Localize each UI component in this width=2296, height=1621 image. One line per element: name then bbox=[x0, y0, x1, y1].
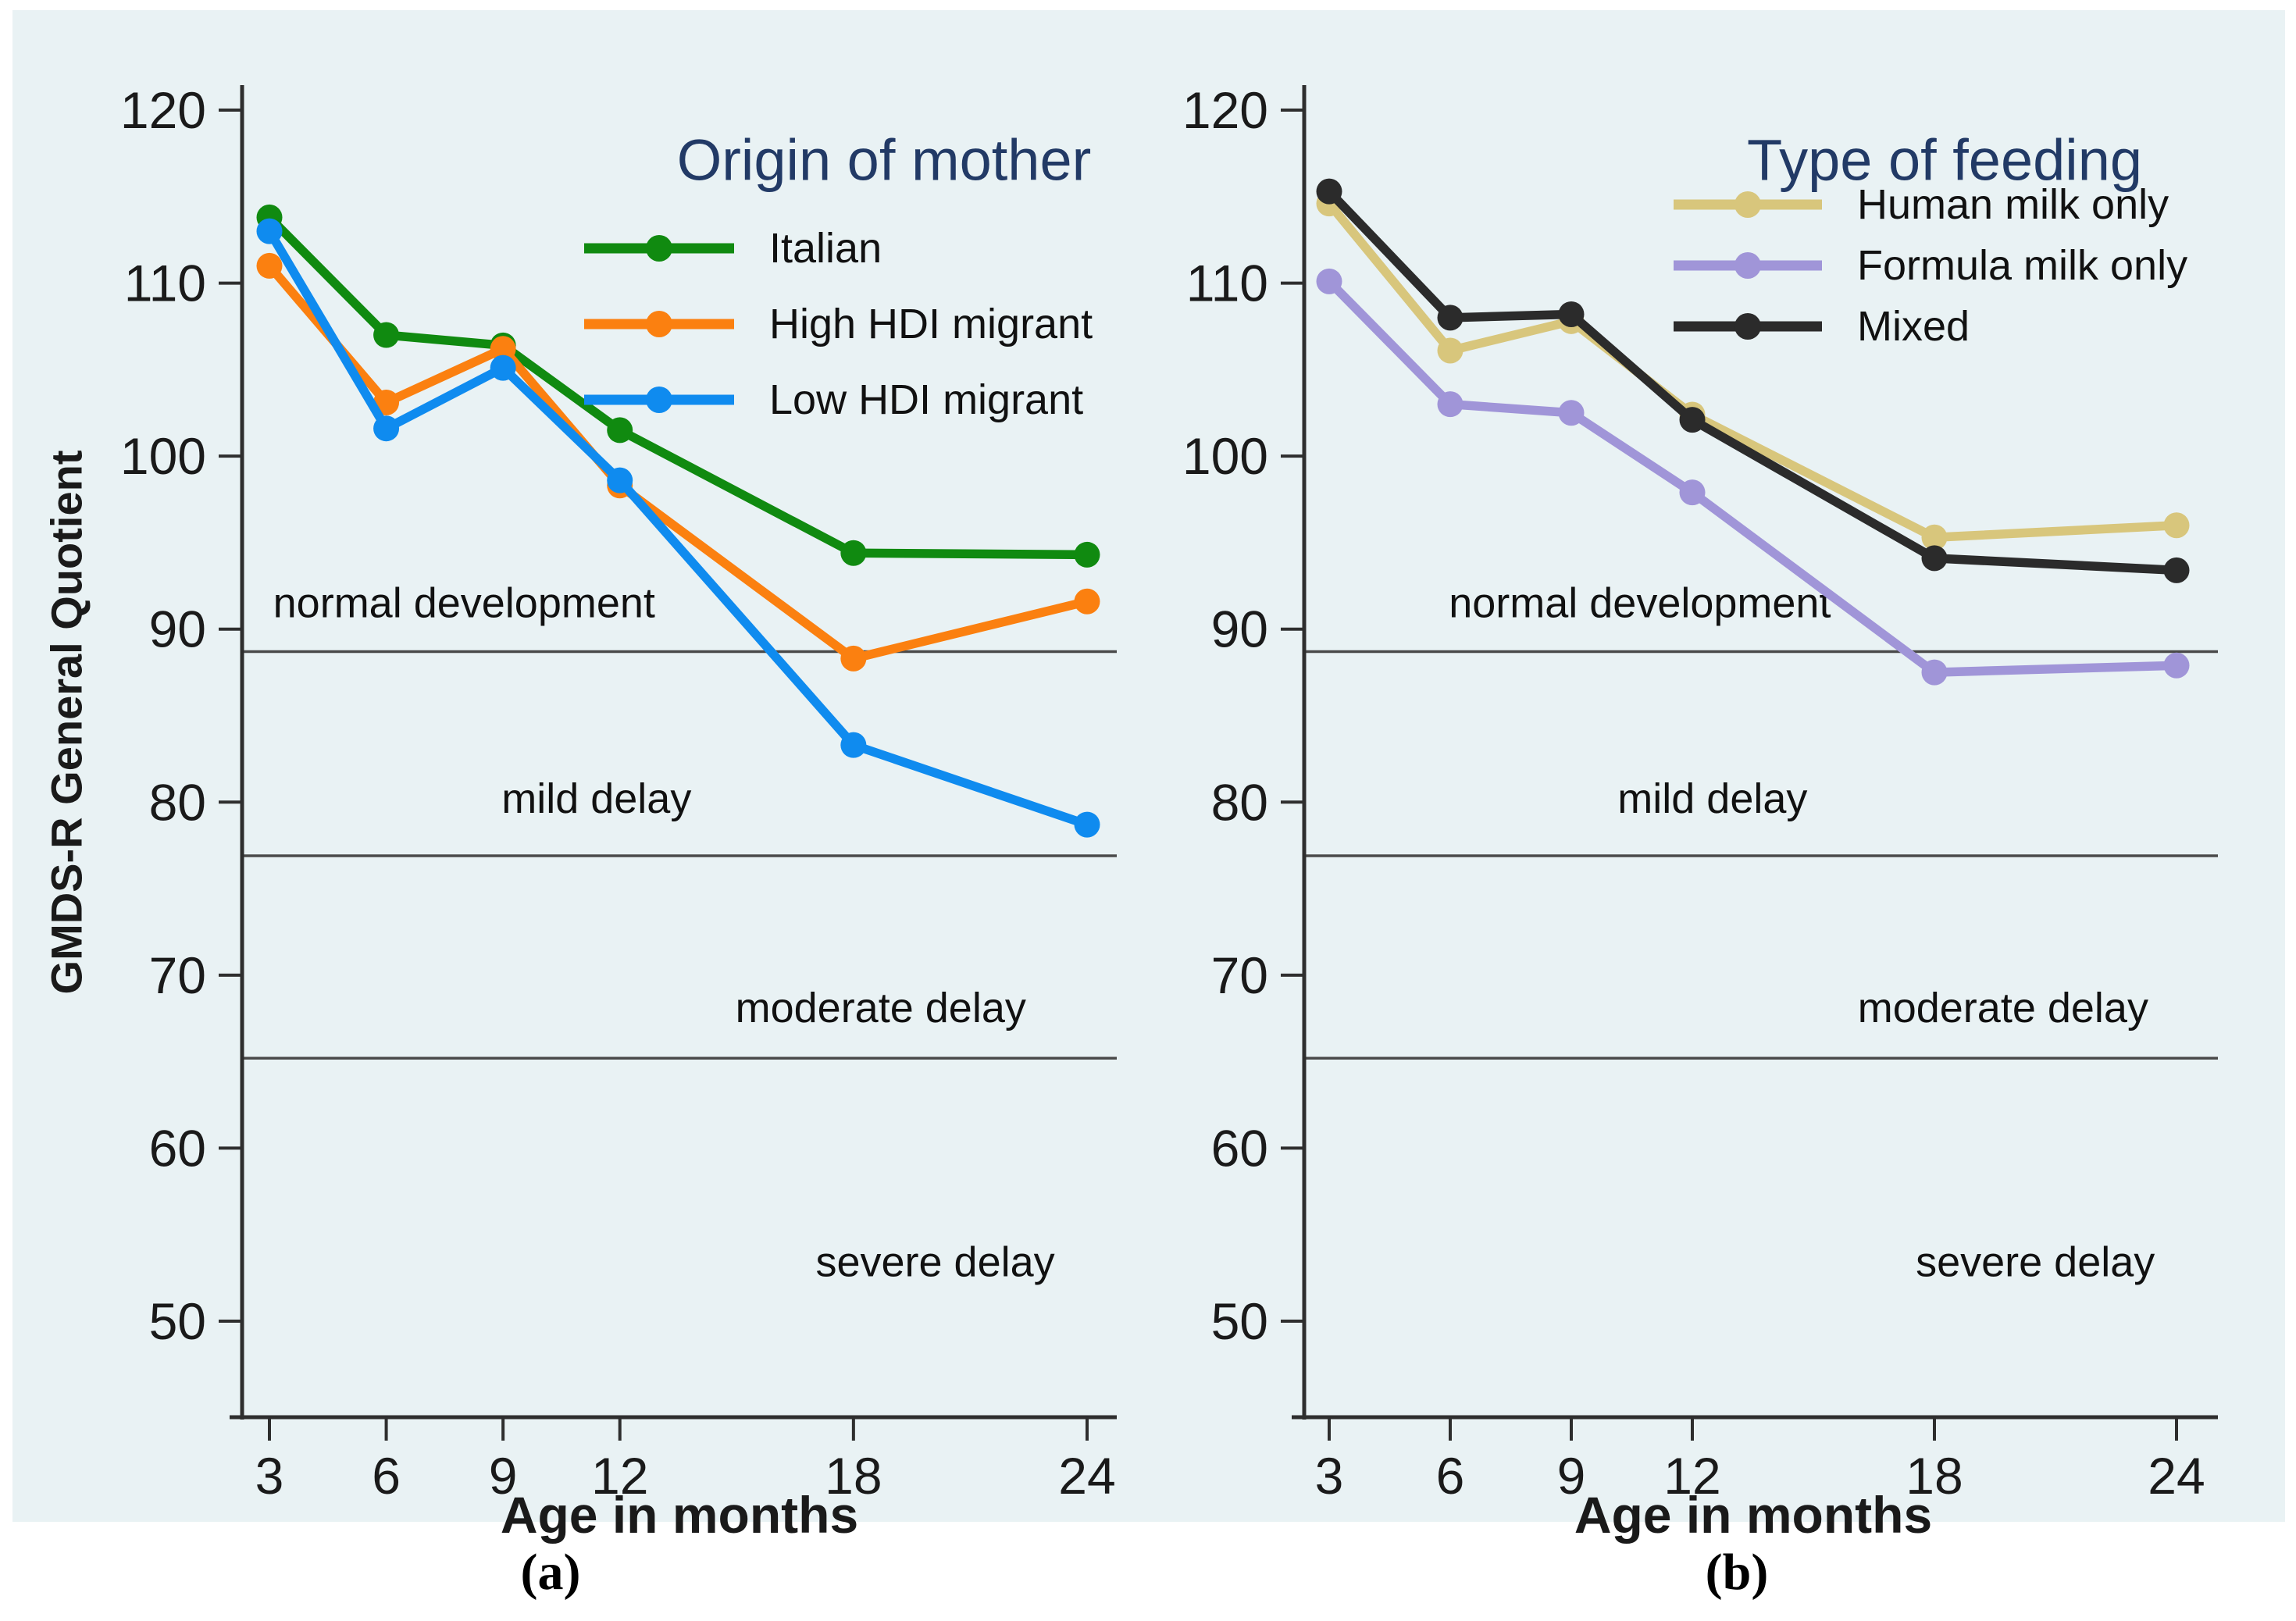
x-axis-label-a: Age in months bbox=[501, 1486, 858, 1544]
panel-a-caption: (a) bbox=[520, 1544, 581, 1601]
y-tick-label: 120 bbox=[1182, 81, 1268, 139]
y-tick-label: 90 bbox=[1211, 600, 1268, 658]
data-point-italian-12 bbox=[607, 417, 633, 444]
data-point-low-hdi-migrant-9 bbox=[490, 354, 516, 381]
data-point-low-hdi-migrant-18 bbox=[840, 732, 867, 758]
data-point-italian-18 bbox=[840, 540, 867, 566]
data-point-mixed-18 bbox=[1921, 545, 1948, 572]
legend-swatch-marker-formula-milk-only bbox=[1734, 252, 1761, 279]
y-tick-label: 100 bbox=[120, 427, 206, 485]
legend-swatch-marker-low-hdi-migrant bbox=[646, 387, 672, 413]
series-line-italian bbox=[265, 212, 1092, 560]
data-point-mixed-6 bbox=[1437, 305, 1464, 331]
y-tick-label: 120 bbox=[120, 81, 206, 139]
data-point-human-milk-only-6 bbox=[1437, 337, 1464, 364]
data-point-low-hdi-migrant-3 bbox=[256, 218, 283, 244]
y-tick-label: 90 bbox=[149, 600, 206, 658]
y-tick-label: 50 bbox=[1211, 1292, 1268, 1350]
legend-swatch-marker-mixed bbox=[1734, 313, 1761, 340]
zone-label-moderate-delay: moderate delay bbox=[736, 985, 1026, 1031]
legend-label-low-hdi-migrant: Low HDI migrant bbox=[769, 376, 1083, 423]
y-tick-label: 80 bbox=[149, 773, 206, 831]
legend-label-human-milk-only: Human milk only bbox=[1857, 181, 2169, 228]
x-tick-label: 9 bbox=[489, 1447, 518, 1505]
panel-b-caption: (b) bbox=[1705, 1544, 1769, 1601]
data-point-formula-milk-only-9 bbox=[1558, 400, 1585, 426]
zone-label-normal-development: normal development bbox=[273, 579, 655, 626]
data-point-mixed-12 bbox=[1679, 407, 1706, 433]
legend-title-b: Type of feeding bbox=[1747, 128, 2142, 193]
legend-label-italian: Italian bbox=[769, 225, 882, 272]
plot-background bbox=[12, 10, 2285, 1522]
y-tick-label: 70 bbox=[149, 946, 206, 1004]
x-tick-label: 3 bbox=[1315, 1447, 1344, 1505]
zone-label-mild-delay: mild delay bbox=[1617, 775, 1807, 822]
y-tick-label: 60 bbox=[149, 1119, 206, 1177]
x-tick-label: 6 bbox=[1436, 1447, 1465, 1505]
x-tick-label: 18 bbox=[1906, 1447, 1963, 1505]
data-point-mixed-3 bbox=[1316, 178, 1342, 205]
y-tick-label: 60 bbox=[1211, 1119, 1268, 1177]
series-line-formula-milk-only bbox=[1324, 276, 2181, 677]
y-axis-label: GMDS-R General Quotient bbox=[42, 451, 91, 995]
data-point-formula-milk-only-24 bbox=[2163, 652, 2190, 679]
x-tick-label: 12 bbox=[1663, 1447, 1720, 1505]
data-point-low-hdi-migrant-6 bbox=[373, 415, 400, 442]
x-tick-label: 24 bbox=[1058, 1447, 1115, 1505]
legend-swatch-marker-high-hdi-migrant bbox=[646, 311, 672, 337]
data-point-high-hdi-migrant-9 bbox=[490, 336, 516, 362]
x-tick-label: 18 bbox=[825, 1447, 882, 1505]
data-point-mixed-9 bbox=[1558, 301, 1585, 327]
series-line-mixed bbox=[1324, 187, 2181, 575]
data-point-formula-milk-only-6 bbox=[1437, 391, 1464, 418]
zone-label-normal-development: normal development bbox=[1449, 579, 1831, 626]
y-tick-label: 50 bbox=[149, 1292, 206, 1350]
legend-label-formula-milk-only: Formula milk only bbox=[1857, 242, 2187, 289]
data-point-italian-24 bbox=[1074, 541, 1100, 568]
y-tick-label: 110 bbox=[124, 255, 206, 312]
data-point-human-milk-only-18 bbox=[1921, 524, 1948, 550]
data-point-formula-milk-only-3 bbox=[1316, 268, 1342, 294]
y-tick-label: 80 bbox=[1211, 773, 1268, 831]
data-point-high-hdi-migrant-3 bbox=[256, 252, 283, 279]
legend-swatch-marker-italian bbox=[646, 235, 672, 262]
x-tick-label: 24 bbox=[2148, 1447, 2205, 1505]
data-point-human-milk-only-24 bbox=[2163, 512, 2190, 539]
data-point-high-hdi-migrant-18 bbox=[840, 645, 867, 672]
panel-b: 120 110 100 90 80 70 60 50 3 6 9 12 18 24 normal devel… bbox=[1182, 81, 2218, 1505]
series-line-high-hdi-migrant bbox=[265, 261, 1092, 664]
zone-label-moderate-delay: moderate delay bbox=[1858, 985, 2148, 1031]
x-tick-label: 3 bbox=[255, 1447, 284, 1505]
y-tick-label: 110 bbox=[1186, 255, 1268, 312]
data-point-low-hdi-migrant-24 bbox=[1074, 811, 1100, 838]
zone-label-severe-delay: severe delay bbox=[1916, 1239, 2155, 1286]
data-point-formula-milk-only-18 bbox=[1921, 659, 1948, 686]
data-point-italian-6 bbox=[373, 322, 400, 348]
y-tick-label: 70 bbox=[1211, 946, 1268, 1004]
x-tick-label: 6 bbox=[372, 1447, 401, 1505]
zone-label-mild-delay: mild delay bbox=[501, 775, 691, 822]
y-tick-label: 100 bbox=[1182, 427, 1268, 485]
panel-a: 120 110 100 90 80 70 60 50 3 6 9 12 18 24 normal devel… bbox=[120, 81, 1117, 1505]
legend-swatch-marker-human-milk-only bbox=[1734, 191, 1761, 218]
legend-label-high-hdi-migrant: High HDI migrant bbox=[769, 301, 1093, 347]
x-tick-label: 9 bbox=[1557, 1447, 1586, 1505]
series-line-low-hdi-migrant bbox=[265, 226, 1092, 829]
legend-label-mixed: Mixed bbox=[1857, 303, 1970, 350]
data-point-low-hdi-migrant-12 bbox=[607, 467, 633, 493]
data-point-mixed-24 bbox=[2163, 557, 2190, 583]
zone-label-severe-delay: severe delay bbox=[815, 1239, 1054, 1286]
legend-title-a: Origin of mother bbox=[677, 128, 1092, 193]
data-point-formula-milk-only-12 bbox=[1679, 479, 1706, 506]
x-axis-label-b: Age in months bbox=[1574, 1486, 1932, 1544]
data-point-high-hdi-migrant-24 bbox=[1074, 588, 1100, 615]
x-tick-label: 12 bbox=[591, 1447, 648, 1505]
